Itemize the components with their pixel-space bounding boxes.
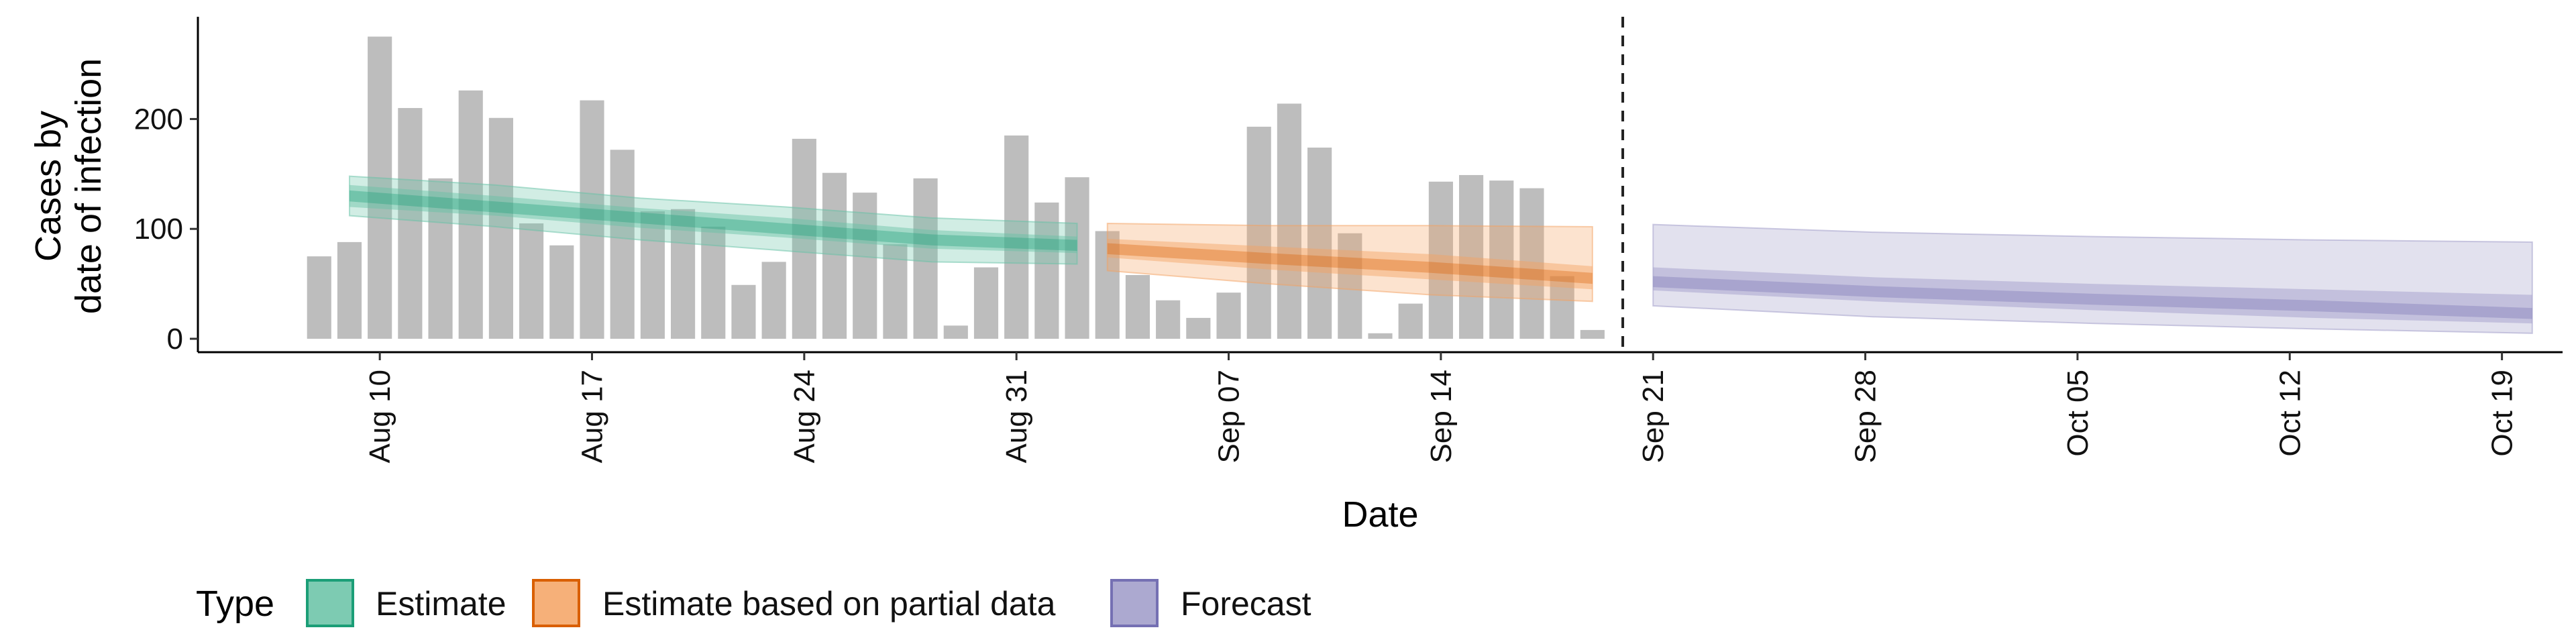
- bar: [1004, 135, 1029, 339]
- bar: [761, 262, 786, 339]
- y-axis-title-line-2: date of infection: [68, 58, 109, 314]
- bands-layer: [348, 175, 2533, 334]
- bar: [519, 223, 544, 339]
- bar: [1307, 148, 1332, 339]
- bar: [580, 100, 604, 339]
- bar: [549, 245, 574, 339]
- bar: [973, 267, 999, 339]
- bar: [1459, 174, 1484, 339]
- band-median: [1107, 243, 1593, 284]
- bar: [368, 36, 392, 339]
- bar: [943, 325, 968, 339]
- bar: [640, 211, 665, 339]
- band-outer: [348, 175, 1078, 265]
- bar: [610, 150, 635, 339]
- x-tick-label: Oct 19: [2486, 370, 2519, 457]
- legend-item-label: Estimate based on partial data: [602, 585, 1056, 623]
- legend-item-label: Forecast: [1181, 585, 1311, 623]
- x-tick-label: Sep 14: [1425, 370, 1458, 463]
- band-group: [1106, 223, 1593, 303]
- bar: [398, 108, 423, 339]
- y-tick-label: 200: [134, 103, 183, 136]
- bar: [1580, 329, 1605, 339]
- band-inner: [1107, 238, 1593, 290]
- legend-title: Type: [196, 584, 274, 624]
- band-inner: [1653, 267, 2532, 324]
- bar: [853, 193, 877, 339]
- bar: [1034, 202, 1059, 339]
- bar: [1338, 233, 1362, 339]
- bar: [1519, 188, 1544, 339]
- axes-layer: 0 100 200 Aug 10 Aug 17 Aug 24 Aug 31 Sep 07 Sep…: [134, 17, 2563, 463]
- bar: [1216, 292, 1241, 339]
- y-axis-title-line-1: Cases by: [28, 111, 68, 262]
- bar: [337, 241, 362, 339]
- bar: [1428, 181, 1453, 339]
- bar: [792, 138, 816, 339]
- x-tick-label: Aug 24: [788, 370, 821, 463]
- band-inner: [349, 184, 1077, 254]
- band-group: [1652, 223, 2533, 334]
- bar: [671, 209, 696, 339]
- bar: [1368, 333, 1393, 339]
- band-group: [348, 175, 1078, 265]
- x-tick-label: Oct 12: [2273, 370, 2306, 457]
- legend-items: Estimate Estimate based on partial data Fo…: [306, 579, 1311, 627]
- bar: [1186, 317, 1211, 339]
- legend-swatch: [1110, 579, 1159, 627]
- bar: [1398, 303, 1423, 339]
- bar: [1246, 126, 1271, 339]
- x-tick-label: Sep 07: [1213, 370, 1246, 463]
- x-tick-label: Aug 31: [1000, 370, 1033, 463]
- bar: [1125, 275, 1150, 339]
- x-tick-label: Oct 05: [2061, 370, 2094, 457]
- x-tick-label: Sep 21: [1637, 370, 1670, 463]
- bar: [1156, 300, 1181, 339]
- bar: [1489, 180, 1514, 339]
- band-median: [349, 190, 1077, 251]
- bar: [731, 284, 756, 339]
- band-outer: [1652, 223, 2533, 334]
- legend-swatch: [306, 579, 354, 627]
- bar: [913, 178, 938, 339]
- legend: Type Estimate Estimate based on partial d…: [196, 579, 1311, 627]
- y-tick-label: 100: [134, 213, 183, 246]
- band-outer: [1106, 223, 1593, 303]
- bar: [428, 178, 453, 339]
- bar: [1550, 276, 1574, 339]
- x-tick-label: Sep 28: [1849, 370, 1882, 463]
- bars-layer: [307, 36, 1605, 339]
- x-tick-label: Aug 10: [364, 370, 396, 463]
- y-tick-label: 0: [167, 323, 183, 356]
- band-median: [1653, 276, 2532, 319]
- legend-swatch: [532, 579, 580, 627]
- bar: [1277, 103, 1301, 339]
- legend-item-label: Estimate: [376, 585, 506, 623]
- x-axis-title: Date: [1342, 494, 1418, 535]
- bar: [307, 256, 331, 339]
- bar: [458, 90, 483, 339]
- x-tick-label: Aug 17: [576, 370, 609, 463]
